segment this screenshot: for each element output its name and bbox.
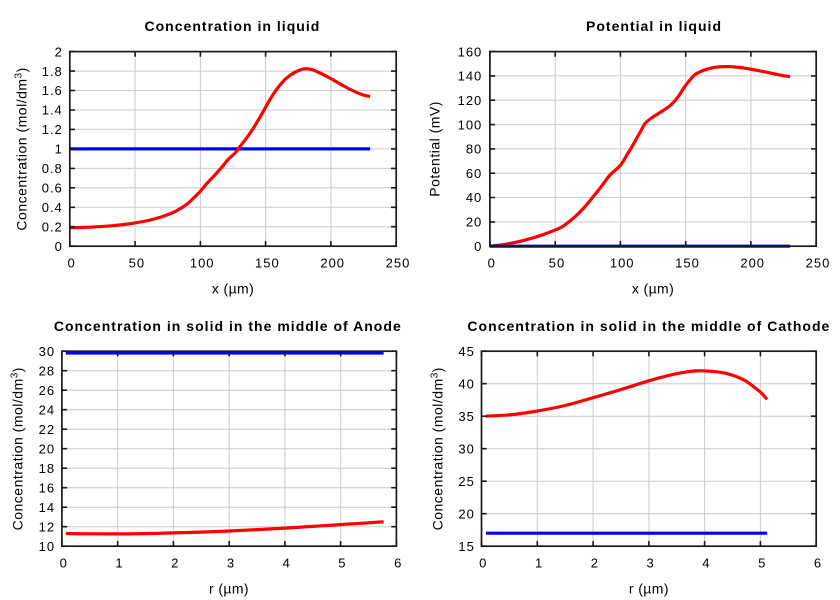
svg-text:60: 60 <box>466 166 482 181</box>
svg-text:Concentration in solid in the: Concentration in solid in the middle of … <box>467 318 830 334</box>
svg-text:40: 40 <box>458 376 474 391</box>
svg-text:16: 16 <box>39 480 55 495</box>
svg-text:40: 40 <box>466 190 482 205</box>
svg-text:x (µm): x (µm) <box>212 281 254 297</box>
svg-text:140: 140 <box>458 69 483 84</box>
svg-text:6: 6 <box>394 556 402 571</box>
svg-text:1.4: 1.4 <box>42 103 63 118</box>
svg-text:80: 80 <box>466 142 482 157</box>
svg-text:100: 100 <box>610 256 635 271</box>
svg-text:1: 1 <box>115 556 123 571</box>
svg-text:14: 14 <box>39 500 55 515</box>
svg-text:150: 150 <box>255 256 280 271</box>
svg-text:0.6: 0.6 <box>42 181 63 196</box>
svg-text:12: 12 <box>39 519 55 534</box>
svg-text:1: 1 <box>535 556 543 571</box>
svg-text:0: 0 <box>60 556 68 571</box>
svg-text:Concentration (mol/dm3): Concentration (mol/dm3) <box>430 367 446 530</box>
svg-text:1: 1 <box>55 142 63 157</box>
svg-text:250: 250 <box>386 256 411 271</box>
svg-text:1.8: 1.8 <box>42 64 63 79</box>
svg-text:4: 4 <box>283 556 291 571</box>
svg-text:28: 28 <box>39 363 55 378</box>
svg-text:4: 4 <box>702 556 710 571</box>
svg-text:45: 45 <box>458 344 474 359</box>
svg-text:0: 0 <box>474 239 482 254</box>
svg-text:r (µm): r (µm) <box>629 581 669 597</box>
svg-text:Potential in liquid: Potential in liquid <box>586 18 722 34</box>
svg-text:15: 15 <box>458 539 474 554</box>
svg-text:Potential (mV): Potential (mV) <box>427 101 443 197</box>
svg-text:10: 10 <box>39 539 55 554</box>
svg-text:Concentration in liquid: Concentration in liquid <box>144 18 320 34</box>
svg-text:35: 35 <box>458 409 474 424</box>
svg-text:1.2: 1.2 <box>42 122 63 137</box>
svg-text:25: 25 <box>458 474 474 489</box>
svg-text:2: 2 <box>171 556 179 571</box>
svg-text:30: 30 <box>39 344 55 359</box>
svg-text:0: 0 <box>488 256 496 271</box>
svg-text:30: 30 <box>458 441 474 456</box>
svg-text:250: 250 <box>806 256 831 271</box>
svg-text:50: 50 <box>129 256 145 271</box>
svg-text:0.8: 0.8 <box>42 161 63 176</box>
svg-text:0: 0 <box>55 239 63 254</box>
svg-text:2: 2 <box>55 44 63 59</box>
svg-text:r (µm): r (µm) <box>209 581 249 597</box>
svg-text:0: 0 <box>67 256 75 271</box>
svg-text:150: 150 <box>675 256 700 271</box>
svg-text:5: 5 <box>758 556 766 571</box>
svg-text:50: 50 <box>549 256 565 271</box>
svg-text:20: 20 <box>39 441 55 456</box>
svg-text:0.4: 0.4 <box>42 200 63 215</box>
svg-text:120: 120 <box>458 93 483 108</box>
svg-text:100: 100 <box>190 256 215 271</box>
svg-text:200: 200 <box>320 256 345 271</box>
svg-text:3: 3 <box>227 556 235 571</box>
svg-text:24: 24 <box>39 402 55 417</box>
svg-text:0: 0 <box>479 556 487 571</box>
svg-text:0.2: 0.2 <box>42 219 63 234</box>
svg-text:5: 5 <box>338 556 346 571</box>
svg-text:26: 26 <box>39 383 55 398</box>
svg-text:20: 20 <box>458 506 474 521</box>
svg-text:Concentration in solid in the: Concentration in solid in the middle of … <box>54 318 402 334</box>
svg-text:x (µm): x (µm) <box>632 281 674 297</box>
svg-text:Concentration (mol/dm3): Concentration (mol/dm3) <box>14 67 30 230</box>
svg-text:6: 6 <box>814 556 822 571</box>
svg-text:1.6: 1.6 <box>42 83 63 98</box>
svg-text:100: 100 <box>458 117 483 132</box>
svg-text:20: 20 <box>466 215 482 230</box>
svg-text:18: 18 <box>39 461 55 476</box>
svg-text:2: 2 <box>591 556 599 571</box>
svg-text:160: 160 <box>458 44 483 59</box>
svg-text:22: 22 <box>39 422 55 437</box>
svg-text:3: 3 <box>646 556 654 571</box>
svg-text:Concentration (mol/dm3): Concentration (mol/dm3) <box>10 367 26 530</box>
svg-text:200: 200 <box>740 256 765 271</box>
